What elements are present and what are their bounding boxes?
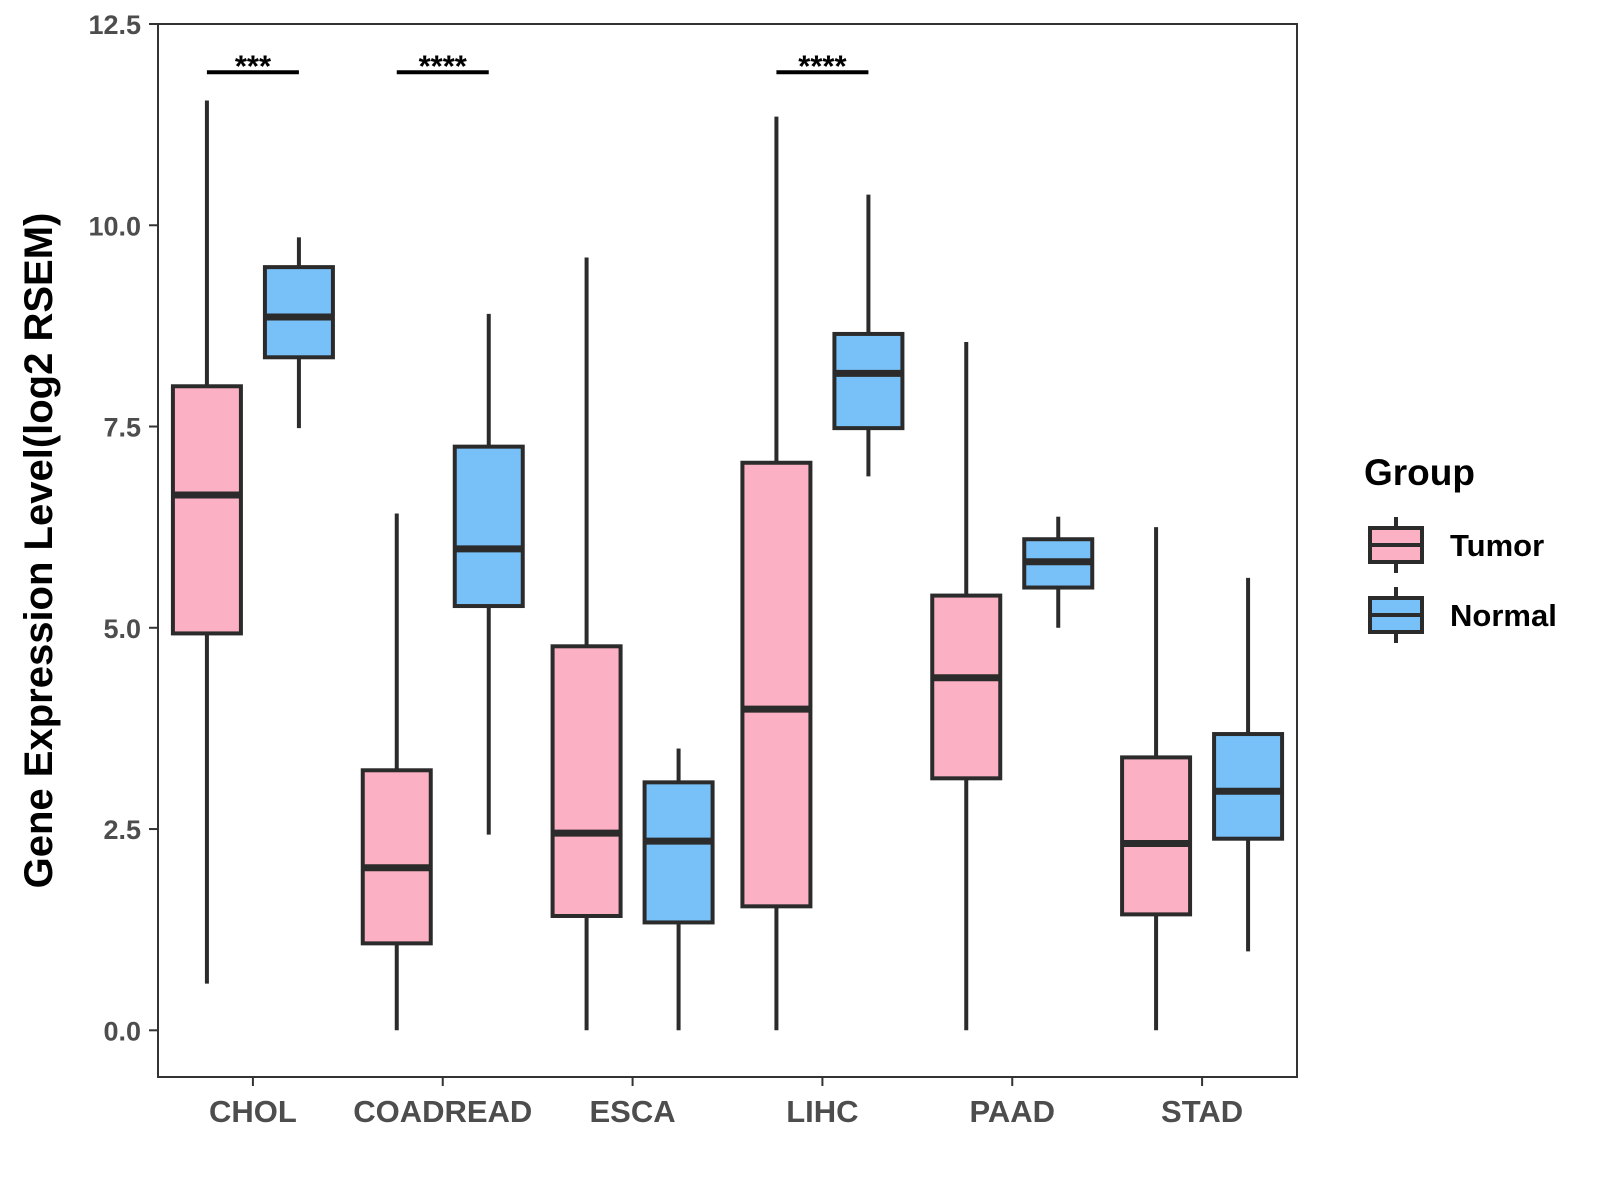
- box-body: [1212, 732, 1285, 841]
- box-tumor-paad: [930, 341, 1003, 1031]
- box-normal-stad: [1212, 577, 1285, 952]
- box-series: [170, 100, 1285, 1031]
- legend-label: Normal: [1450, 598, 1557, 633]
- y-tick-label: 12.5: [88, 10, 141, 40]
- box-tumor-chol: [170, 100, 243, 984]
- x-tick-label: LIHC: [786, 1094, 858, 1129]
- significance-label: ****: [419, 48, 468, 83]
- x-axis: CHOL COADREAD ESCA LIHC PAAD STAD: [209, 1077, 1243, 1129]
- legend-title: Group: [1364, 452, 1475, 493]
- box-tumor-lihc: [740, 116, 813, 1031]
- legend-item-normal: Normal: [1368, 587, 1557, 643]
- box-tumor-coadread: [360, 513, 433, 1031]
- box-body: [452, 444, 525, 609]
- significance-chol: ***: [206, 48, 299, 83]
- box-body: [360, 768, 433, 946]
- x-tick-label: PAAD: [969, 1094, 1055, 1129]
- box-body: [930, 593, 1003, 781]
- y-tick-label: 10.0: [88, 211, 141, 241]
- legend-item-tumor: Tumor: [1368, 517, 1544, 573]
- y-axis: 0.0 2.5 5.0 7.5 10.0 12.5: [88, 10, 158, 1046]
- box-body: [642, 780, 715, 925]
- box-body: [170, 384, 243, 636]
- significance-annotations: *** **** ****: [206, 48, 869, 83]
- box-normal-paad: [1022, 516, 1095, 628]
- box-normal-esca: [642, 748, 715, 1031]
- x-tick-label: STAD: [1161, 1094, 1243, 1129]
- box-body: [1120, 755, 1193, 917]
- box-body: [550, 644, 623, 918]
- y-tick-label: 7.5: [103, 413, 141, 443]
- x-tick-label: ESCA: [590, 1094, 676, 1129]
- box-normal-chol: [262, 237, 335, 429]
- x-tick-label: CHOL: [209, 1094, 297, 1129]
- legend: Group Tumor Normal: [1364, 452, 1557, 643]
- box-body: [832, 331, 905, 431]
- significance-label: ****: [798, 48, 847, 83]
- box-body: [740, 460, 813, 909]
- box-tumor-stad: [1120, 527, 1193, 1031]
- x-tick-label: COADREAD: [353, 1094, 532, 1129]
- box-tumor-esca: [550, 257, 623, 1031]
- y-tick-label: 5.0: [103, 614, 141, 644]
- significance-coadread: ****: [396, 48, 489, 83]
- y-tick-label: 2.5: [103, 815, 141, 845]
- y-axis-label: Gene Expression Level(log2 RSEM): [17, 213, 61, 889]
- box-normal-lihc: [832, 194, 905, 477]
- y-tick-label: 0.0: [103, 1016, 141, 1046]
- significance-label: ***: [235, 48, 272, 83]
- box-body: [262, 265, 335, 360]
- plot-panel: [157, 23, 1298, 1078]
- legend-label: Tumor: [1450, 528, 1544, 563]
- box-normal-coadread: [452, 313, 525, 835]
- significance-lihc: ****: [776, 48, 869, 83]
